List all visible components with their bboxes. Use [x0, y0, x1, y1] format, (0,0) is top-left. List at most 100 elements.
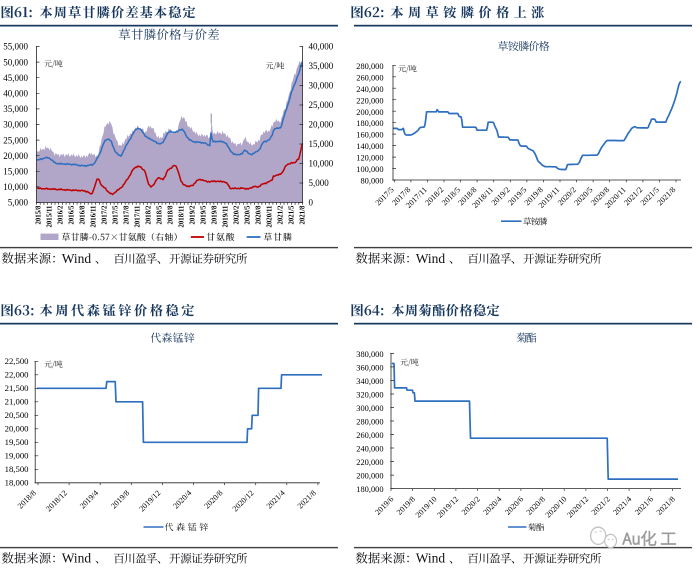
svg-text:360,000: 360,000 — [356, 364, 383, 373]
svg-text:2021/8: 2021/8 — [299, 205, 306, 224]
svg-text:220,000: 220,000 — [356, 96, 383, 105]
svg-text:5,000: 5,000 — [8, 198, 29, 208]
svg-text:2016/2: 2016/2 — [58, 205, 65, 224]
svg-text:300,000: 300,000 — [356, 404, 383, 413]
svg-text:2020/4: 2020/4 — [171, 488, 193, 510]
svg-text:21,500: 21,500 — [5, 383, 30, 393]
svg-text:2018/2: 2018/2 — [146, 205, 153, 224]
svg-text:200,000: 200,000 — [356, 108, 383, 117]
svg-text:280,000: 280,000 — [356, 418, 383, 427]
svg-text:15,000: 15,000 — [3, 167, 28, 177]
svg-text:2018/11: 2018/11 — [179, 205, 186, 228]
svg-text:80,000: 80,000 — [360, 177, 383, 186]
svg-text:180,000: 180,000 — [356, 119, 383, 128]
svg-text:45,000: 45,000 — [3, 73, 28, 83]
svg-text:19,000: 19,000 — [5, 451, 30, 461]
svg-text:2020/8: 2020/8 — [202, 488, 224, 510]
svg-text:21,000: 21,000 — [5, 397, 30, 407]
svg-text:50,000: 50,000 — [3, 57, 28, 67]
svg-text:20,500: 20,500 — [5, 410, 30, 420]
svg-text:20,000: 20,000 — [3, 151, 28, 161]
svg-text:380,000: 380,000 — [356, 350, 383, 359]
svg-text:2021/6: 2021/6 — [633, 495, 655, 517]
svg-text:2018/5: 2018/5 — [157, 205, 164, 224]
svg-text:2020/5: 2020/5 — [244, 205, 251, 224]
svg-text:2019/12: 2019/12 — [137, 488, 162, 513]
svg-text:25,000: 25,000 — [309, 100, 334, 110]
svg-text:2017/8: 2017/8 — [124, 205, 131, 224]
svg-text:2021/2: 2021/2 — [277, 205, 284, 224]
svg-text:2016/11: 2016/11 — [91, 205, 98, 228]
svg-text:2019/11: 2019/11 — [222, 205, 229, 228]
svg-text:10,000: 10,000 — [309, 159, 334, 169]
svg-text:2020/12: 2020/12 — [231, 488, 256, 513]
svg-text:18,000: 18,000 — [5, 478, 30, 488]
svg-text:260,000: 260,000 — [356, 431, 383, 440]
svg-text:2021/8: 2021/8 — [655, 495, 677, 517]
svg-text:2019/6: 2019/6 — [373, 495, 395, 517]
svg-text:40,000: 40,000 — [3, 89, 28, 99]
svg-text:2019/10: 2019/10 — [414, 495, 439, 520]
svg-text:22,500: 22,500 — [5, 356, 30, 366]
svg-text:55,000: 55,000 — [3, 42, 28, 52]
svg-text:2021/4: 2021/4 — [265, 488, 287, 510]
svg-text:20,000: 20,000 — [309, 120, 334, 130]
svg-text:0: 0 — [309, 198, 314, 208]
svg-text:2020/8: 2020/8 — [255, 205, 262, 224]
svg-text:2019/8: 2019/8 — [109, 488, 131, 510]
svg-text:120,000: 120,000 — [356, 154, 383, 163]
svg-text:30,000: 30,000 — [3, 120, 28, 130]
svg-text:19,500: 19,500 — [5, 437, 30, 447]
svg-text:2018/12: 2018/12 — [44, 488, 69, 513]
svg-text:2021/8: 2021/8 — [655, 185, 677, 207]
svg-text:2020/2: 2020/2 — [460, 495, 482, 517]
svg-text:10,000: 10,000 — [3, 182, 28, 192]
svg-text:220,000: 220,000 — [356, 458, 383, 467]
svg-text:2019/2: 2019/2 — [190, 205, 197, 224]
svg-text:40,000: 40,000 — [309, 42, 334, 52]
svg-text:2019/8: 2019/8 — [211, 205, 218, 224]
svg-text:100,000: 100,000 — [356, 165, 383, 174]
svg-text:5,000: 5,000 — [309, 178, 330, 188]
svg-text:2021/8: 2021/8 — [296, 488, 318, 510]
svg-text:20,000: 20,000 — [5, 424, 30, 434]
svg-text:2019/12: 2019/12 — [435, 495, 460, 520]
svg-text:35,000: 35,000 — [3, 104, 28, 114]
svg-text:2019/5: 2019/5 — [201, 205, 208, 224]
svg-text:22,000: 22,000 — [5, 370, 30, 380]
svg-text:280,000: 280,000 — [356, 62, 383, 71]
svg-text:35,000: 35,000 — [309, 61, 334, 71]
svg-text:2020/2: 2020/2 — [233, 205, 240, 224]
svg-text:2016/8: 2016/8 — [80, 205, 87, 224]
svg-text:2020/10: 2020/10 — [544, 495, 569, 520]
svg-text:2018/8: 2018/8 — [168, 205, 175, 224]
svg-text:260,000: 260,000 — [356, 73, 383, 82]
svg-text:2020/6: 2020/6 — [503, 495, 525, 517]
svg-text:2017/5: 2017/5 — [113, 205, 120, 224]
svg-text:2017/11: 2017/11 — [135, 205, 142, 228]
svg-text:2015/8: 2015/8 — [36, 205, 43, 224]
svg-text:160,000: 160,000 — [356, 131, 383, 140]
svg-text:340,000: 340,000 — [356, 377, 383, 386]
svg-text:18,500: 18,500 — [5, 464, 30, 474]
svg-text:240,000: 240,000 — [356, 445, 383, 454]
svg-text:25,000: 25,000 — [3, 135, 28, 145]
svg-text:15,000: 15,000 — [309, 139, 334, 149]
svg-text:2017/2: 2017/2 — [102, 205, 109, 224]
svg-text:240,000: 240,000 — [356, 85, 383, 94]
svg-text:2019/4: 2019/4 — [78, 488, 100, 510]
svg-text:2021/4: 2021/4 — [611, 495, 633, 517]
svg-text:2016/5: 2016/5 — [69, 205, 76, 224]
svg-text:200,000: 200,000 — [356, 472, 383, 481]
svg-text:2021/5: 2021/5 — [288, 205, 295, 224]
svg-text:2021/2: 2021/2 — [590, 495, 612, 517]
svg-text:2020/12: 2020/12 — [565, 495, 590, 520]
svg-text:180,000: 180,000 — [356, 485, 383, 494]
svg-text:320,000: 320,000 — [356, 391, 383, 400]
svg-text:30,000: 30,000 — [309, 81, 334, 91]
svg-text:140,000: 140,000 — [356, 142, 383, 151]
svg-text:2020/11: 2020/11 — [266, 205, 273, 228]
svg-text:2020/4: 2020/4 — [481, 495, 503, 517]
svg-text:2015/11: 2015/11 — [47, 205, 54, 228]
svg-text:2018/8: 2018/8 — [16, 488, 38, 510]
